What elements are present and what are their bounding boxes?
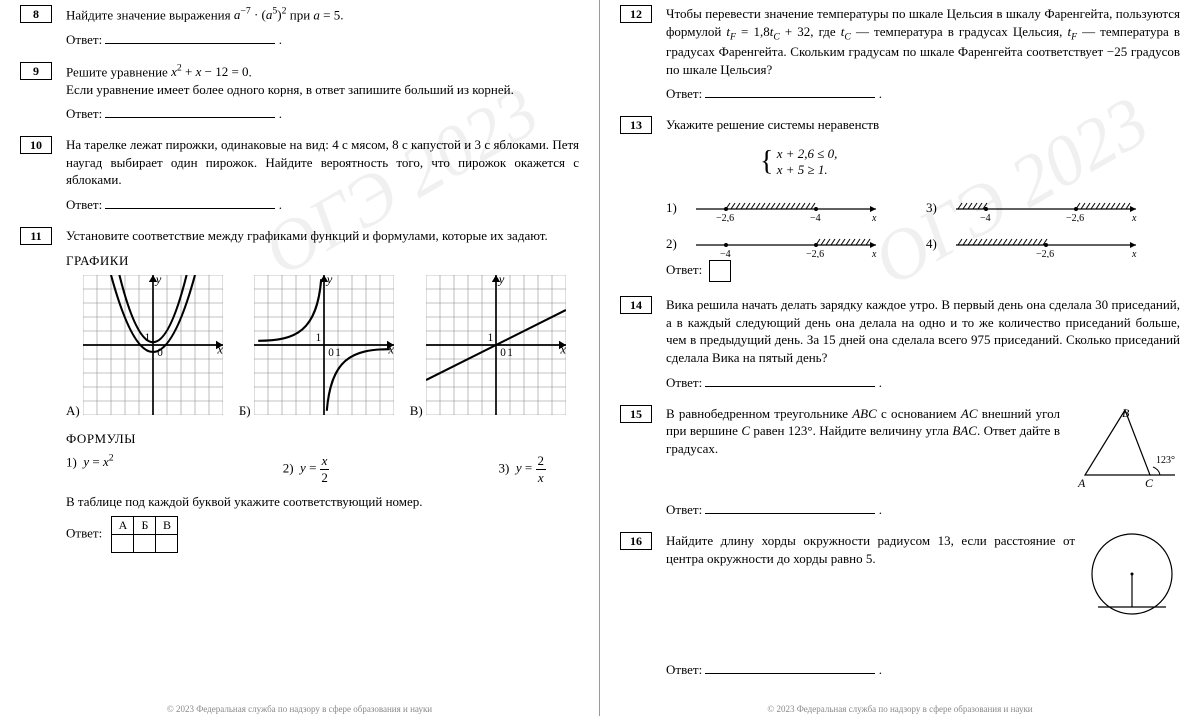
- answer-table: АБВ: [111, 516, 178, 553]
- svg-text:−2,6: −2,6: [1036, 249, 1054, 258]
- graph-b: Б) 1 0 1 x y: [239, 275, 394, 421]
- task-13: 13 Укажите решение системы неравенств: [620, 116, 1180, 134]
- graphs-heading: ГРАФИКИ: [66, 253, 579, 269]
- svg-text:0: 0: [157, 347, 163, 359]
- footer-left: © 2023 Федеральная служба по надзору в с…: [167, 704, 432, 714]
- task-text: На тарелке лежат пирожки, одинаковые на …: [66, 136, 579, 189]
- formulas-heading: ФОРМУЛЫ: [66, 431, 579, 447]
- task-number: 8: [20, 5, 52, 23]
- task-text: Установите соответствие между графиками …: [66, 227, 579, 245]
- task-text: Найдите длину хорды окружности радиусом …: [666, 532, 1180, 632]
- task-9: 9 Решите уравнение x2 + x − 12 = 0. Если…: [20, 62, 579, 98]
- task-number: 9: [20, 62, 52, 80]
- option-2: 2) x−4−2,6: [666, 230, 906, 258]
- task-16: 16 Найдите длину хорды окружности радиус…: [620, 532, 1180, 632]
- svg-text:1: 1: [335, 347, 341, 359]
- option-1: 1) x−2,6−4: [666, 194, 906, 222]
- task-text: Укажите решение системы неравенств: [666, 116, 1180, 134]
- task-14: 14 Вика решила начать делать зарядку каж…: [620, 296, 1180, 366]
- task-text: Решите уравнение x2 + x − 12 = 0. Если у…: [66, 62, 579, 98]
- svg-text:x: x: [1131, 213, 1137, 222]
- task-number: 14: [620, 296, 652, 314]
- task-text: Найдите значение выражения a−7 · (a5)2 п…: [66, 5, 579, 24]
- svg-text:x: x: [871, 213, 877, 222]
- task-number: 11: [20, 227, 52, 245]
- table-caption: В таблице под каждой буквой укажите соот…: [66, 494, 579, 510]
- svg-text:A: A: [1077, 476, 1086, 490]
- svg-text:C: C: [1145, 476, 1154, 490]
- option-4: 4) x−2,6: [926, 230, 1166, 258]
- svg-text:−2,6: −2,6: [1066, 213, 1084, 222]
- svg-text:−2,6: −2,6: [806, 249, 824, 258]
- graph-c-svg: 1 0 1 x y: [426, 275, 566, 415]
- answer-line-12: Ответ: .: [666, 86, 1180, 102]
- graph-c: В) 1 0 1 x y: [410, 275, 566, 421]
- svg-text:1: 1: [315, 332, 321, 344]
- task-number: 15: [620, 405, 652, 423]
- svg-text:x: x: [1131, 249, 1137, 258]
- answer-line-9: Ответ: .: [66, 106, 579, 122]
- task-8: 8 Найдите значение выражения a−7 · (a5)2…: [20, 5, 579, 24]
- options-row-2: 2) x−4−2,6 4) x−2,6: [666, 230, 1166, 258]
- answer-line-14: Ответ: .: [666, 375, 1180, 391]
- task-number: 12: [620, 5, 652, 23]
- svg-text:y: y: [325, 275, 333, 286]
- circle-figure: [1085, 532, 1180, 632]
- svg-text:y: y: [154, 275, 162, 286]
- svg-text:−4: −4: [810, 213, 821, 222]
- formulas-row: 1) y = x2 2) y = x2 3) y = 2x: [66, 453, 546, 486]
- task-number: 10: [20, 136, 52, 154]
- graph-a-svg: 1 0 1 x y: [83, 275, 223, 415]
- svg-text:x: x: [387, 342, 394, 356]
- answer-line-16: Ответ: .: [666, 662, 1180, 678]
- answer-line-8: Ответ: .: [66, 32, 579, 48]
- svg-text:1: 1: [145, 332, 151, 344]
- task-text: B A C 123° В равнобедренном треугольнике…: [666, 405, 1180, 495]
- answer-box-13: Ответ:: [666, 260, 1180, 282]
- task-15: 15 B A C 123° В равнобедренном треугольн…: [620, 405, 1180, 495]
- formula-1: 1) y = x2: [66, 453, 114, 486]
- answer-line-10: Ответ: .: [66, 197, 579, 213]
- inequality-system: { x + 2,6 ≤ 0, x + 5 ≥ 1.: [760, 146, 837, 178]
- formula-3: 3) y = 2x: [499, 453, 546, 486]
- svg-text:123°: 123°: [1156, 455, 1175, 466]
- svg-text:x: x: [559, 342, 566, 356]
- right-column: ОГЭ 2023 12 Чтобы перевести значение тем…: [600, 0, 1200, 716]
- left-column: ОГЭ 2023 8 Найдите значение выражения a−…: [0, 0, 600, 716]
- task-number: 16: [620, 532, 652, 550]
- task-10: 10 На тарелке лежат пирожки, одинаковые …: [20, 136, 579, 189]
- task-11: 11 Установите соответствие между графика…: [20, 227, 579, 245]
- svg-text:x: x: [871, 249, 877, 258]
- footer-right: © 2023 Федеральная служба по надзору в с…: [767, 704, 1032, 714]
- triangle-figure: B A C 123°: [1070, 405, 1180, 495]
- option-3: 3) x−4−2,6: [926, 194, 1166, 222]
- svg-text:1: 1: [507, 347, 513, 359]
- svg-text:y: y: [497, 275, 505, 286]
- graph-b-svg: 1 0 1 x y: [254, 275, 394, 415]
- svg-text:−4: −4: [980, 213, 991, 222]
- graphs-row: А) 1 0 1 x y Б) 1: [66, 275, 566, 421]
- svg-text:x: x: [216, 342, 223, 356]
- task-text: Вика решила начать делать зарядку каждое…: [666, 296, 1180, 366]
- options-row-1: 1) x−2,6−4 3) x−4−2,6: [666, 194, 1166, 222]
- task-12: 12 Чтобы перевести значение температуры …: [620, 5, 1180, 78]
- svg-text:0: 0: [328, 347, 334, 359]
- svg-text:−2,6: −2,6: [716, 213, 734, 222]
- graph-a: А) 1 0 1 x y: [66, 275, 223, 421]
- formula-2: 2) y = x2: [283, 453, 330, 486]
- svg-text:1: 1: [488, 332, 494, 344]
- svg-text:B: B: [1122, 406, 1130, 420]
- task-number: 13: [620, 116, 652, 134]
- answer-table-row: Ответ: АБВ: [66, 516, 579, 553]
- svg-text:0: 0: [500, 347, 506, 359]
- task-text: Чтобы перевести значение температуры по …: [666, 5, 1180, 78]
- answer-line-15: Ответ: .: [666, 502, 1180, 518]
- svg-text:−4: −4: [720, 249, 731, 258]
